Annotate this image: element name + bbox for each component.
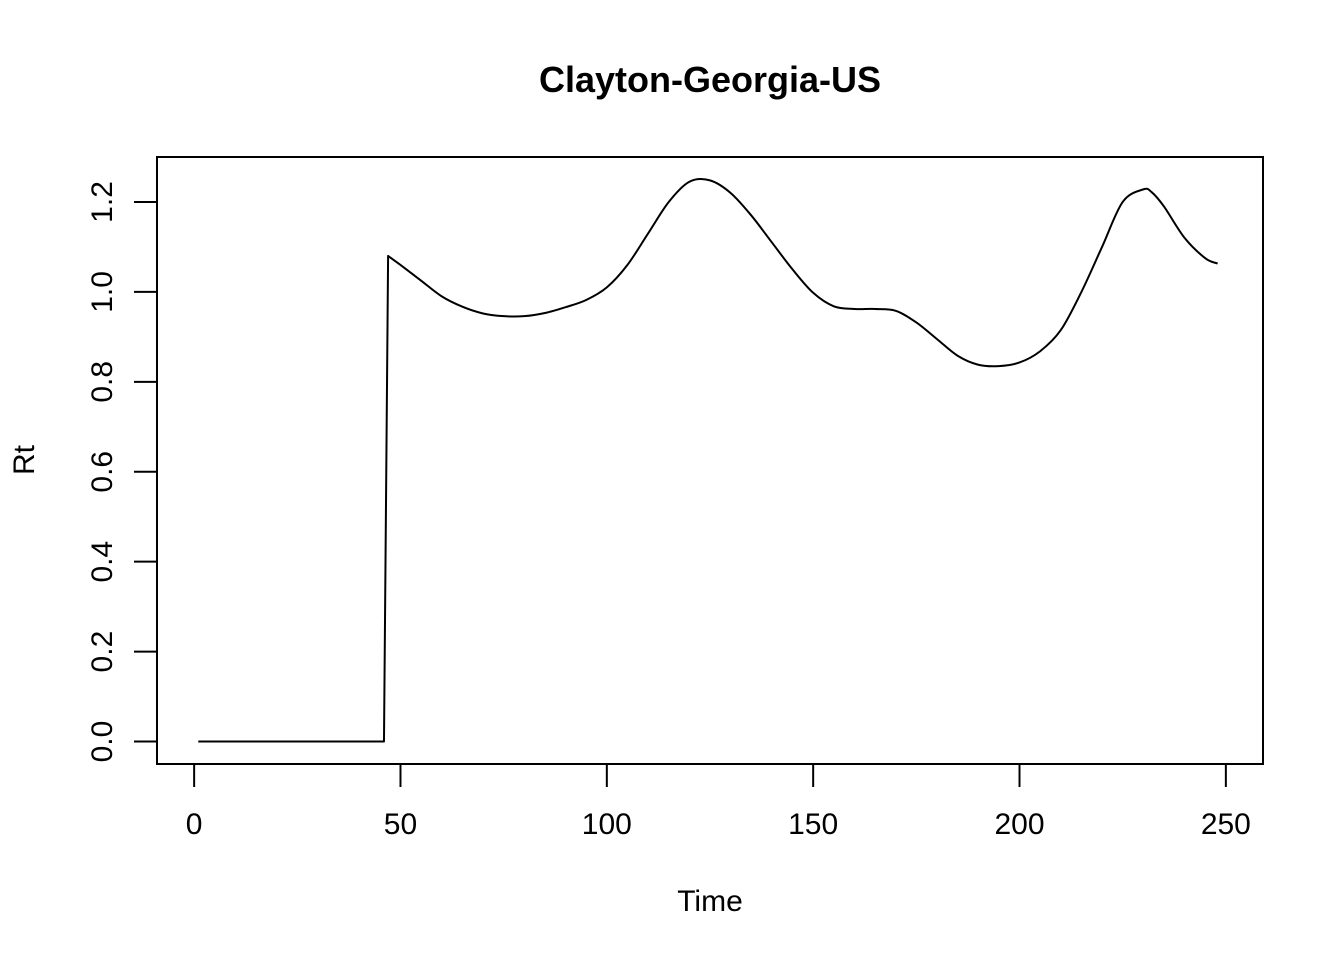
y-tick-label: 0.0 — [86, 721, 119, 763]
x-tick-label: 200 — [994, 808, 1044, 841]
series-line-rt — [198, 178, 1218, 743]
y-axis-label: Rt — [8, 444, 41, 475]
y-axis: 0.0 0.2 0.4 0.6 0.8 1.0 1.2 — [86, 181, 158, 763]
x-axis-label: Time — [677, 885, 743, 918]
x-tick-label: 150 — [788, 808, 838, 841]
series-layer — [198, 178, 1218, 743]
x-axis: 0 50 100 150 200 250 — [186, 763, 1251, 841]
y-tick-label: 0.8 — [86, 361, 119, 403]
x-tick-label: 0 — [186, 808, 203, 841]
x-tick-label: 250 — [1201, 808, 1251, 841]
y-tick-label: 0.4 — [86, 541, 119, 583]
y-tick-label: 1.0 — [86, 271, 119, 313]
y-tick-label: 1.2 — [86, 181, 119, 223]
chart-title: Clayton-Georgia-US — [539, 59, 881, 100]
x-tick-label: 50 — [384, 808, 417, 841]
y-tick-label: 0.2 — [86, 631, 119, 673]
x-tick-label: 100 — [582, 808, 632, 841]
y-tick-label: 0.6 — [86, 451, 119, 493]
